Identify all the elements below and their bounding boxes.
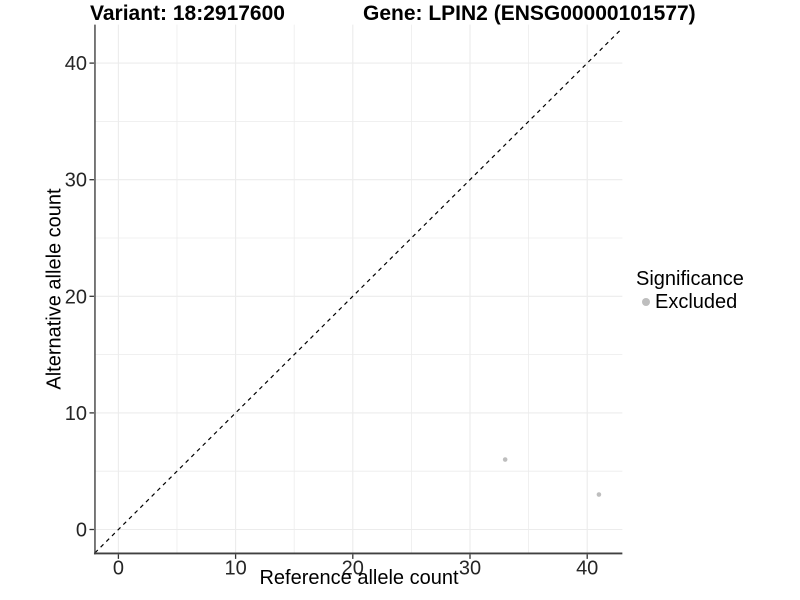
y-tick-label: 30 bbox=[65, 170, 87, 192]
gene-title: Gene: LPIN2 (ENSG00000101577) bbox=[363, 2, 696, 25]
y-tick-label: 20 bbox=[65, 286, 87, 308]
legend-item-label: Excluded bbox=[655, 291, 738, 313]
x-axis-title: Reference allele count bbox=[259, 567, 459, 589]
x-tick-label: 20 bbox=[342, 557, 364, 579]
legend-point-icon bbox=[642, 298, 650, 306]
legend-title: Significance bbox=[636, 268, 744, 290]
x-tick-label: 30 bbox=[459, 557, 481, 579]
x-tick-label: 10 bbox=[224, 557, 246, 579]
y-axis-title: Alternative allele count bbox=[43, 188, 66, 390]
x-tick-label: 40 bbox=[576, 557, 598, 579]
legend: Significance Excluded bbox=[636, 268, 744, 313]
y-tick-label: 40 bbox=[65, 53, 87, 75]
data-point bbox=[596, 492, 602, 497]
data-point bbox=[502, 457, 508, 462]
x-tick-label: 0 bbox=[113, 557, 124, 579]
y-tick-label: 0 bbox=[76, 520, 87, 542]
y-tick-label: 10 bbox=[65, 403, 87, 425]
variant-title: Variant: 18:2917600 bbox=[90, 2, 285, 25]
legend-item-excluded: Excluded bbox=[636, 291, 744, 313]
identity-dashed-line bbox=[94, 27, 623, 554]
